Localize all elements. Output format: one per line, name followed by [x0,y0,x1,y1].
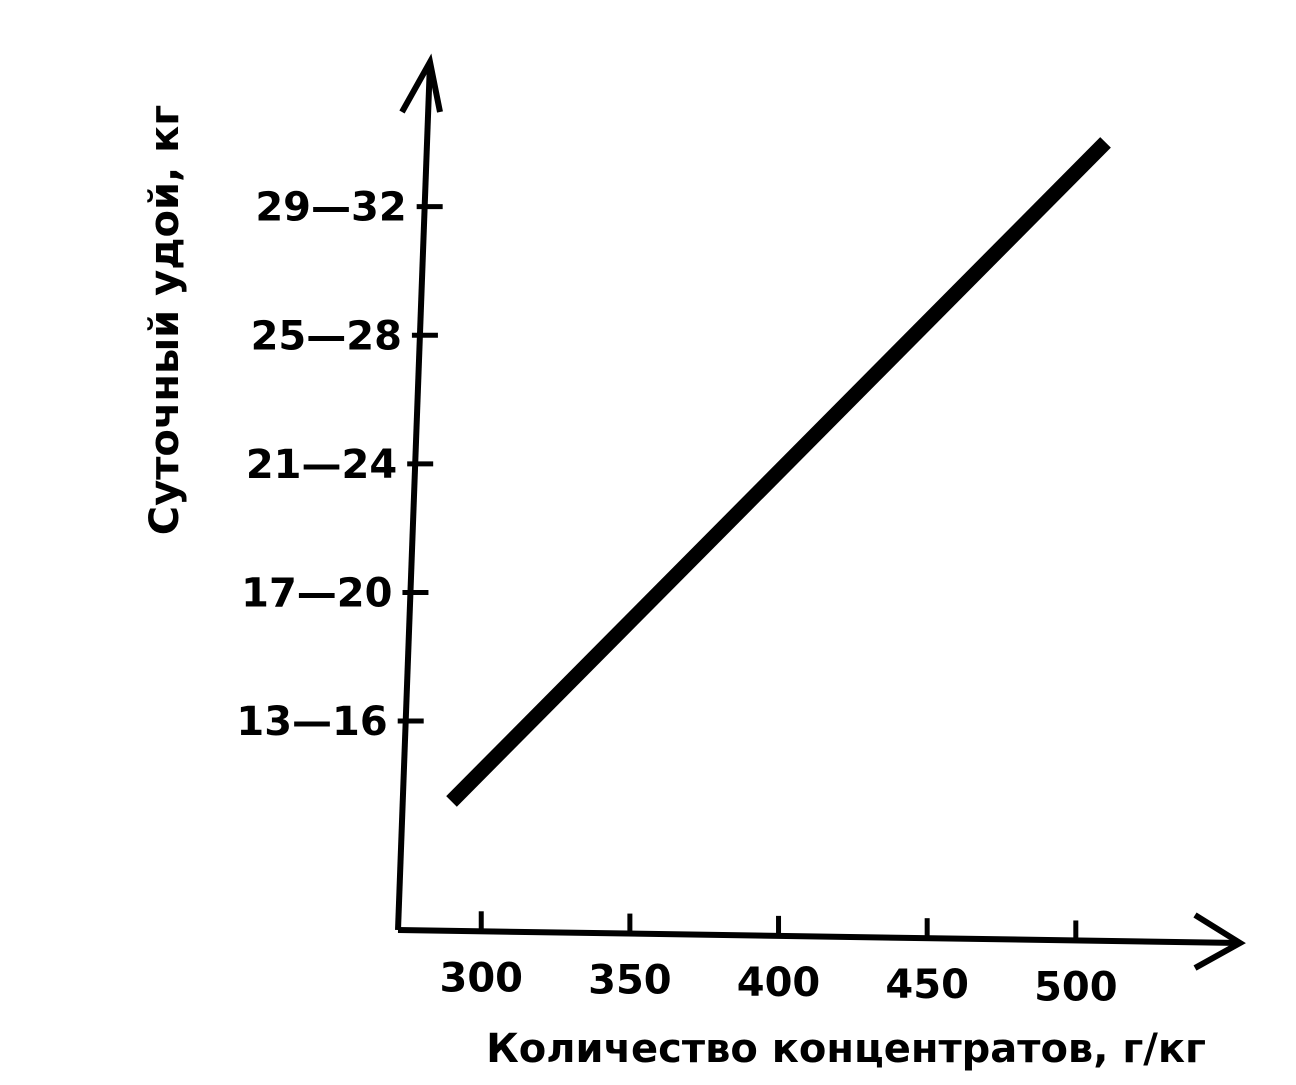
x-tick-label: 400 [737,960,821,1006]
series-line [446,137,1111,807]
x-axis [397,927,1241,946]
y-tick-label: 29—32 [255,185,406,231]
x-tick-label: 500 [1034,964,1118,1010]
y-tick-label: 21—24 [246,442,397,488]
y-tick-label: 25—28 [251,313,402,359]
x-axis-ticks: 300 350 400 450 500 [439,911,1118,1010]
axes [395,53,1246,971]
x-tick-label: 350 [588,958,672,1004]
series-layer [446,137,1111,807]
y-axis-ticks: 13—16 17—20 21—24 25—28 29—32 [236,185,443,745]
y-axis-title: Суточный удой, кг [142,105,188,535]
x-axis-title: Количество концентратов, г/кг [486,1026,1206,1072]
x-axis-arrow-icon [1193,912,1246,971]
x-tick-label: 450 [885,962,969,1008]
y-tick-label: 13—16 [236,699,387,745]
x-tick-label: 300 [439,955,523,1001]
y-axis-arrow-icon [399,53,443,114]
y-tick-label: 17—20 [241,570,392,616]
